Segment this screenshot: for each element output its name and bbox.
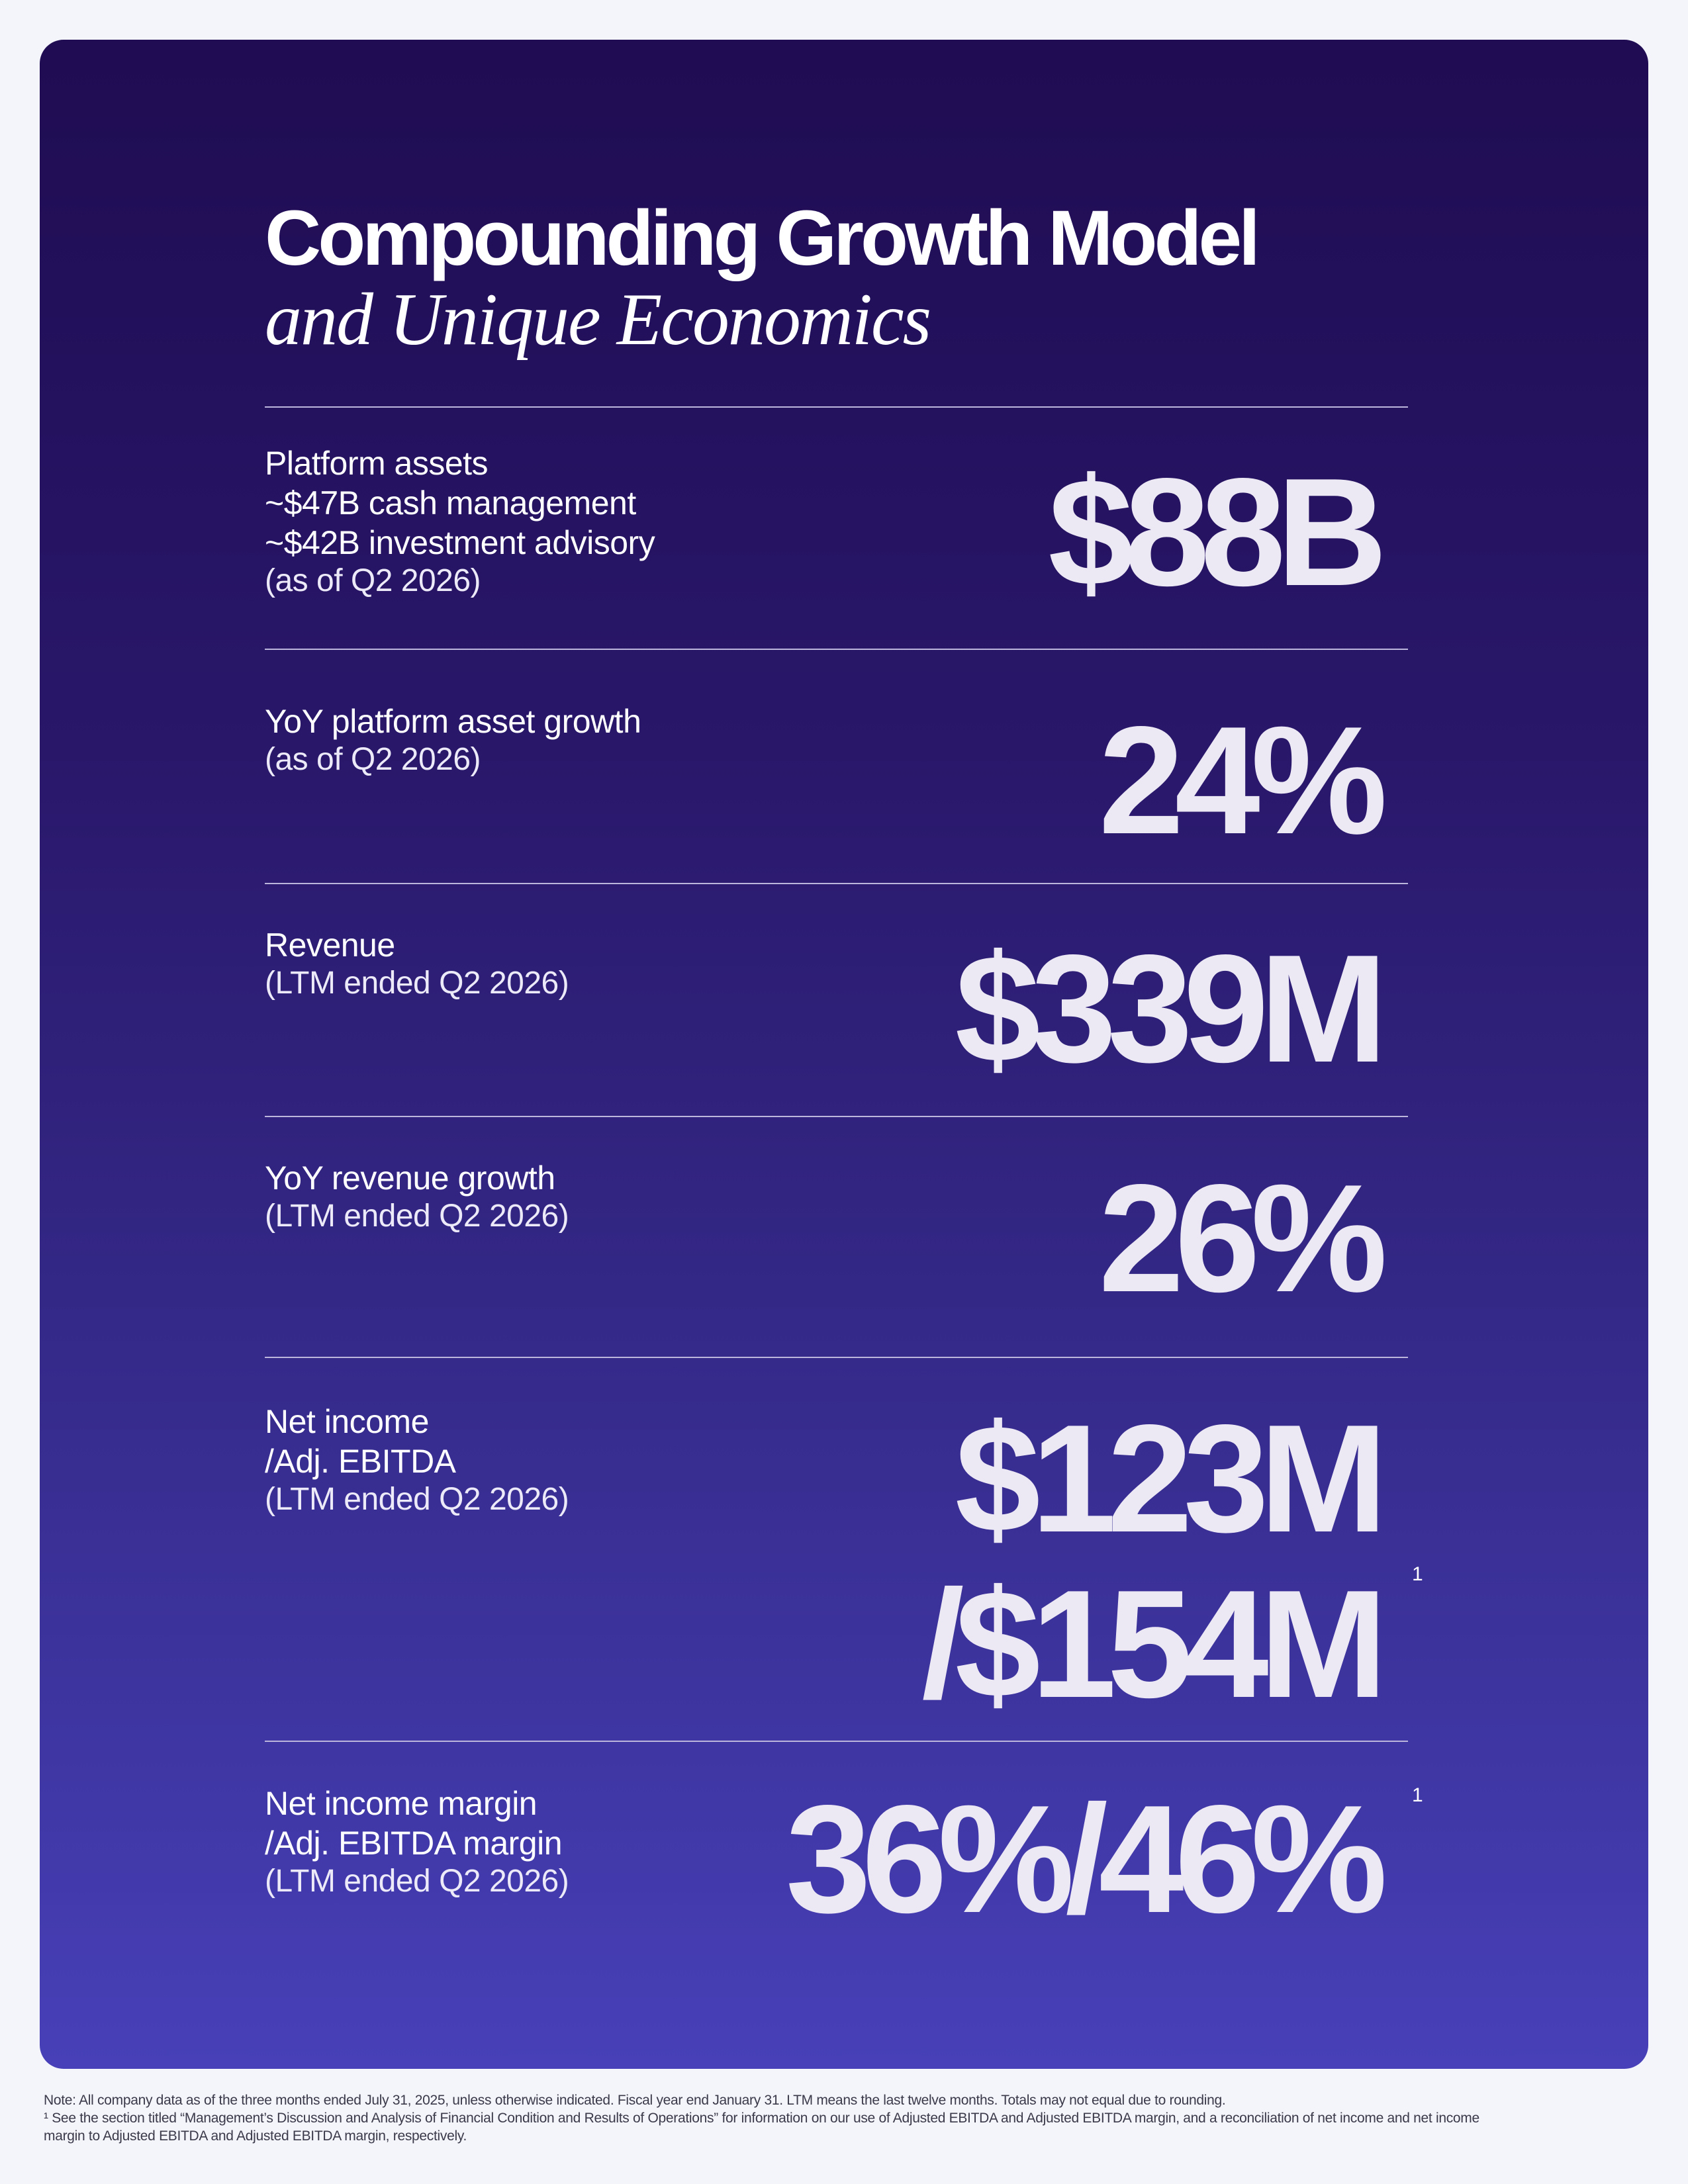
metric-label-revenue-growth: YoY revenue growth (LTM ended Q2 2026) xyxy=(265,1158,927,1235)
divider xyxy=(265,1357,1408,1358)
metric-label-revenue: Revenue (LTM ended Q2 2026) xyxy=(265,925,927,1002)
label-note: (LTM ended Q2 2026) xyxy=(265,1864,569,1899)
divider xyxy=(265,649,1408,650)
label-line: YoY platform asset growth xyxy=(265,703,641,740)
divider xyxy=(265,1741,1408,1742)
divider xyxy=(265,406,1408,408)
metric-value-net-income: $123M xyxy=(955,1393,1387,1565)
footnote-mark: 1 xyxy=(1412,1784,1423,1806)
metric-label-asset-growth: YoY platform asset growth (as of Q2 2026… xyxy=(265,702,927,778)
label-line: YoY revenue growth xyxy=(265,1160,555,1197)
title-subtitle: and Unique Economics xyxy=(265,279,931,361)
divider xyxy=(265,1116,1408,1117)
footnote-1-continued: margin to Adjusted EBITDA and Adjusted E… xyxy=(44,2128,467,2144)
metric-value-margins: 36%/46% xyxy=(785,1774,1387,1945)
footnotes: Note: All company data as of the three m… xyxy=(44,2091,1646,2145)
label-line: ~$47B cash management xyxy=(265,484,636,522)
metric-value-adj-ebitda: /$154M xyxy=(921,1559,1387,1730)
metric-value-platform-assets: $88B xyxy=(1048,447,1387,618)
label-line: Revenue xyxy=(265,927,395,964)
footnote-mark: 1 xyxy=(1412,1563,1423,1585)
metric-label-margins: Net income margin /Adj. EBITDA margin (L… xyxy=(265,1784,927,1900)
metric-value-revenue: $339M xyxy=(955,923,1387,1095)
page-title: Compounding Growth Model and Unique Econ… xyxy=(265,196,1456,359)
label-note: (as of Q2 2026) xyxy=(265,742,481,777)
divider xyxy=(265,883,1408,884)
label-line: Net income margin xyxy=(265,1785,538,1822)
metric-value-asset-growth: 24% xyxy=(1098,695,1387,866)
label-note: (as of Q2 2026) xyxy=(265,563,481,598)
label-line: Net income xyxy=(265,1403,429,1440)
title-main: Compounding Growth Model xyxy=(265,195,1260,282)
metrics-card: Compounding Growth Model and Unique Econ… xyxy=(40,40,1648,2069)
footnote-1: ¹ See the section titled “Management’s D… xyxy=(44,2111,1479,2126)
label-note: (LTM ended Q2 2026) xyxy=(265,1199,569,1234)
label-note: (LTM ended Q2 2026) xyxy=(265,1482,569,1517)
label-line: Platform assets xyxy=(265,445,489,482)
label-line: /Adj. EBITDA margin xyxy=(265,1825,563,1862)
metric-label-platform-assets: Platform assets ~$47B cash management ~$… xyxy=(265,443,927,600)
label-note: (LTM ended Q2 2026) xyxy=(265,966,569,1001)
label-line: ~$42B investment advisory xyxy=(265,524,655,561)
footer-note: Note: All company data as of the three m… xyxy=(44,2093,1226,2108)
metric-label-net-income: Net income /Adj. EBITDA (LTM ended Q2 20… xyxy=(265,1402,927,1518)
metric-value-revenue-growth: 26% xyxy=(1098,1153,1387,1324)
label-line: /Adj. EBITDA xyxy=(265,1443,456,1480)
